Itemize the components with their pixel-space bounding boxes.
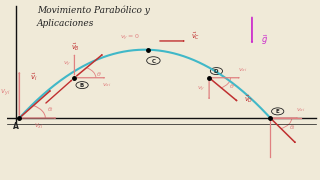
Text: $\vec{v}_D$: $\vec{v}_D$ (244, 93, 254, 105)
Text: $\mathbf{E}$: $\mathbf{E}$ (275, 107, 280, 115)
Text: $\mathbf{B}$: $\mathbf{B}$ (79, 81, 85, 89)
Text: $v_{xi}$: $v_{xi}$ (238, 66, 248, 74)
Text: $\vec{v}_B$: $\vec{v}_B$ (71, 41, 80, 53)
Text: $v_{yi}$: $v_{yi}$ (0, 87, 11, 98)
Text: Aplicaciones: Aplicaciones (37, 19, 94, 28)
Text: $v_{xi}$: $v_{xi}$ (296, 106, 306, 114)
Text: Movimiento Parabólico y: Movimiento Parabólico y (37, 5, 150, 15)
Text: $v_{xi}$: $v_{xi}$ (34, 122, 44, 131)
Text: $\vec{v}_i$: $\vec{v}_i$ (30, 71, 37, 83)
Text: $\mathbf{C}$: $\mathbf{C}$ (151, 57, 156, 65)
Text: $\vec{v}_C$: $\vec{v}_C$ (191, 31, 200, 42)
Text: $\theta$: $\theta$ (96, 70, 101, 78)
Text: $\vec{g}$: $\vec{g}$ (261, 33, 268, 47)
Text: $\theta$: $\theta$ (229, 82, 235, 90)
Text: $\mathbf{A}$: $\mathbf{A}$ (12, 120, 20, 131)
Text: $v_y$: $v_y$ (197, 85, 205, 94)
Text: $v_y = 0$: $v_y = 0$ (120, 33, 140, 43)
Text: $\mathbf{D}$: $\mathbf{D}$ (213, 67, 220, 75)
Text: $v_y$: $v_y$ (63, 60, 71, 69)
Text: $\theta_i$: $\theta_i$ (289, 123, 296, 132)
Text: $v_{xi}$: $v_{xi}$ (102, 81, 111, 89)
Text: $\theta_i$: $\theta_i$ (47, 105, 54, 114)
